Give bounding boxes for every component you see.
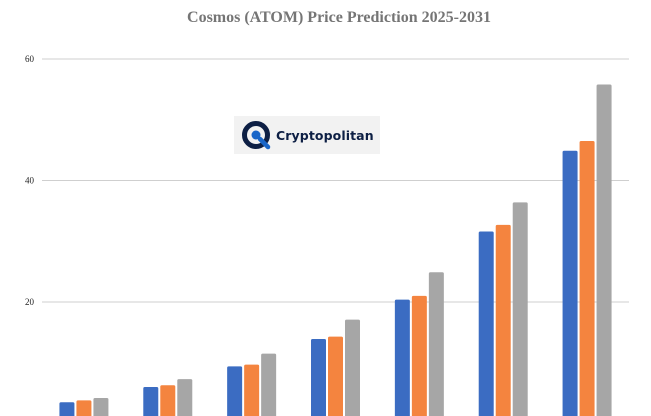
bar-2031-series-1 bbox=[562, 150, 578, 416]
y-tick-label-40: 40 bbox=[25, 176, 35, 186]
chart-title: Cosmos (ATOM) Price Prediction 2025-2031 bbox=[187, 9, 491, 26]
bar-2025-series-3 bbox=[93, 397, 109, 416]
bar-2029-series-3 bbox=[428, 272, 444, 416]
cryptopolitan-logo-text: Cryptopolitan bbox=[276, 127, 374, 143]
bar-2028-series-1 bbox=[311, 339, 326, 416]
bar-2027-series-2 bbox=[244, 364, 260, 416]
y-tick-label-60: 60 bbox=[25, 54, 35, 64]
bar-2026-series-2 bbox=[160, 385, 176, 416]
bar-2030-series-3 bbox=[512, 202, 528, 416]
bar-2025-series-1 bbox=[59, 402, 75, 416]
bar-2028-series-2 bbox=[328, 336, 343, 416]
bar-2025-series-2 bbox=[76, 400, 92, 416]
bar-2031-series-2 bbox=[579, 141, 595, 416]
bar-2029-series-2 bbox=[411, 295, 427, 416]
bar-2028-series-3 bbox=[345, 319, 360, 416]
bar-2027-series-3 bbox=[261, 353, 277, 416]
bar-2030-series-1 bbox=[478, 231, 494, 416]
bar-2026-series-3 bbox=[177, 379, 193, 416]
bar-2031-series-3 bbox=[596, 84, 612, 416]
y-tick-label-20: 20 bbox=[25, 297, 35, 307]
bar-2030-series-2 bbox=[495, 224, 511, 416]
cryptopolitan-logo-icon bbox=[242, 121, 271, 150]
bar-2027-series-1 bbox=[227, 366, 243, 416]
cryptopolitan-logo: Cryptopolitan bbox=[234, 116, 380, 154]
bar-2026-series-1 bbox=[143, 387, 159, 416]
bar-2029-series-1 bbox=[394, 299, 410, 416]
